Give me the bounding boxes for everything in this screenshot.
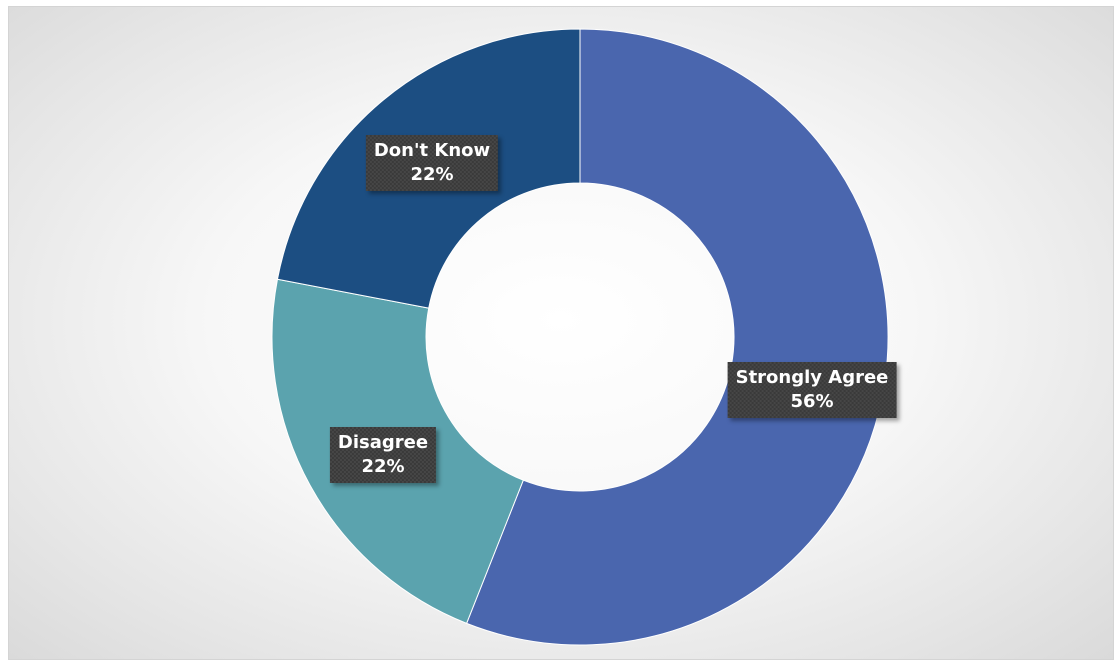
data-label-disagree: Disagree 22% (330, 427, 436, 483)
donut-chart (271, 28, 889, 646)
donut-slice-strongly-agree (465, 28, 889, 646)
chart-area: Strongly Agree 56% Disagree 22% Don't Kn… (8, 6, 1114, 660)
data-label-percent: 22% (361, 456, 405, 477)
data-label-percent: 56% (790, 391, 834, 412)
data-label-percent: 22% (410, 164, 454, 185)
data-label-dont-know: Don't Know 22% (366, 135, 498, 191)
data-label-category: Don't Know (373, 140, 491, 161)
data-label-category: Strongly Agree (735, 367, 889, 388)
data-label-strongly-agree: Strongly Agree 56% (728, 362, 897, 418)
data-label-category: Disagree (337, 432, 429, 453)
